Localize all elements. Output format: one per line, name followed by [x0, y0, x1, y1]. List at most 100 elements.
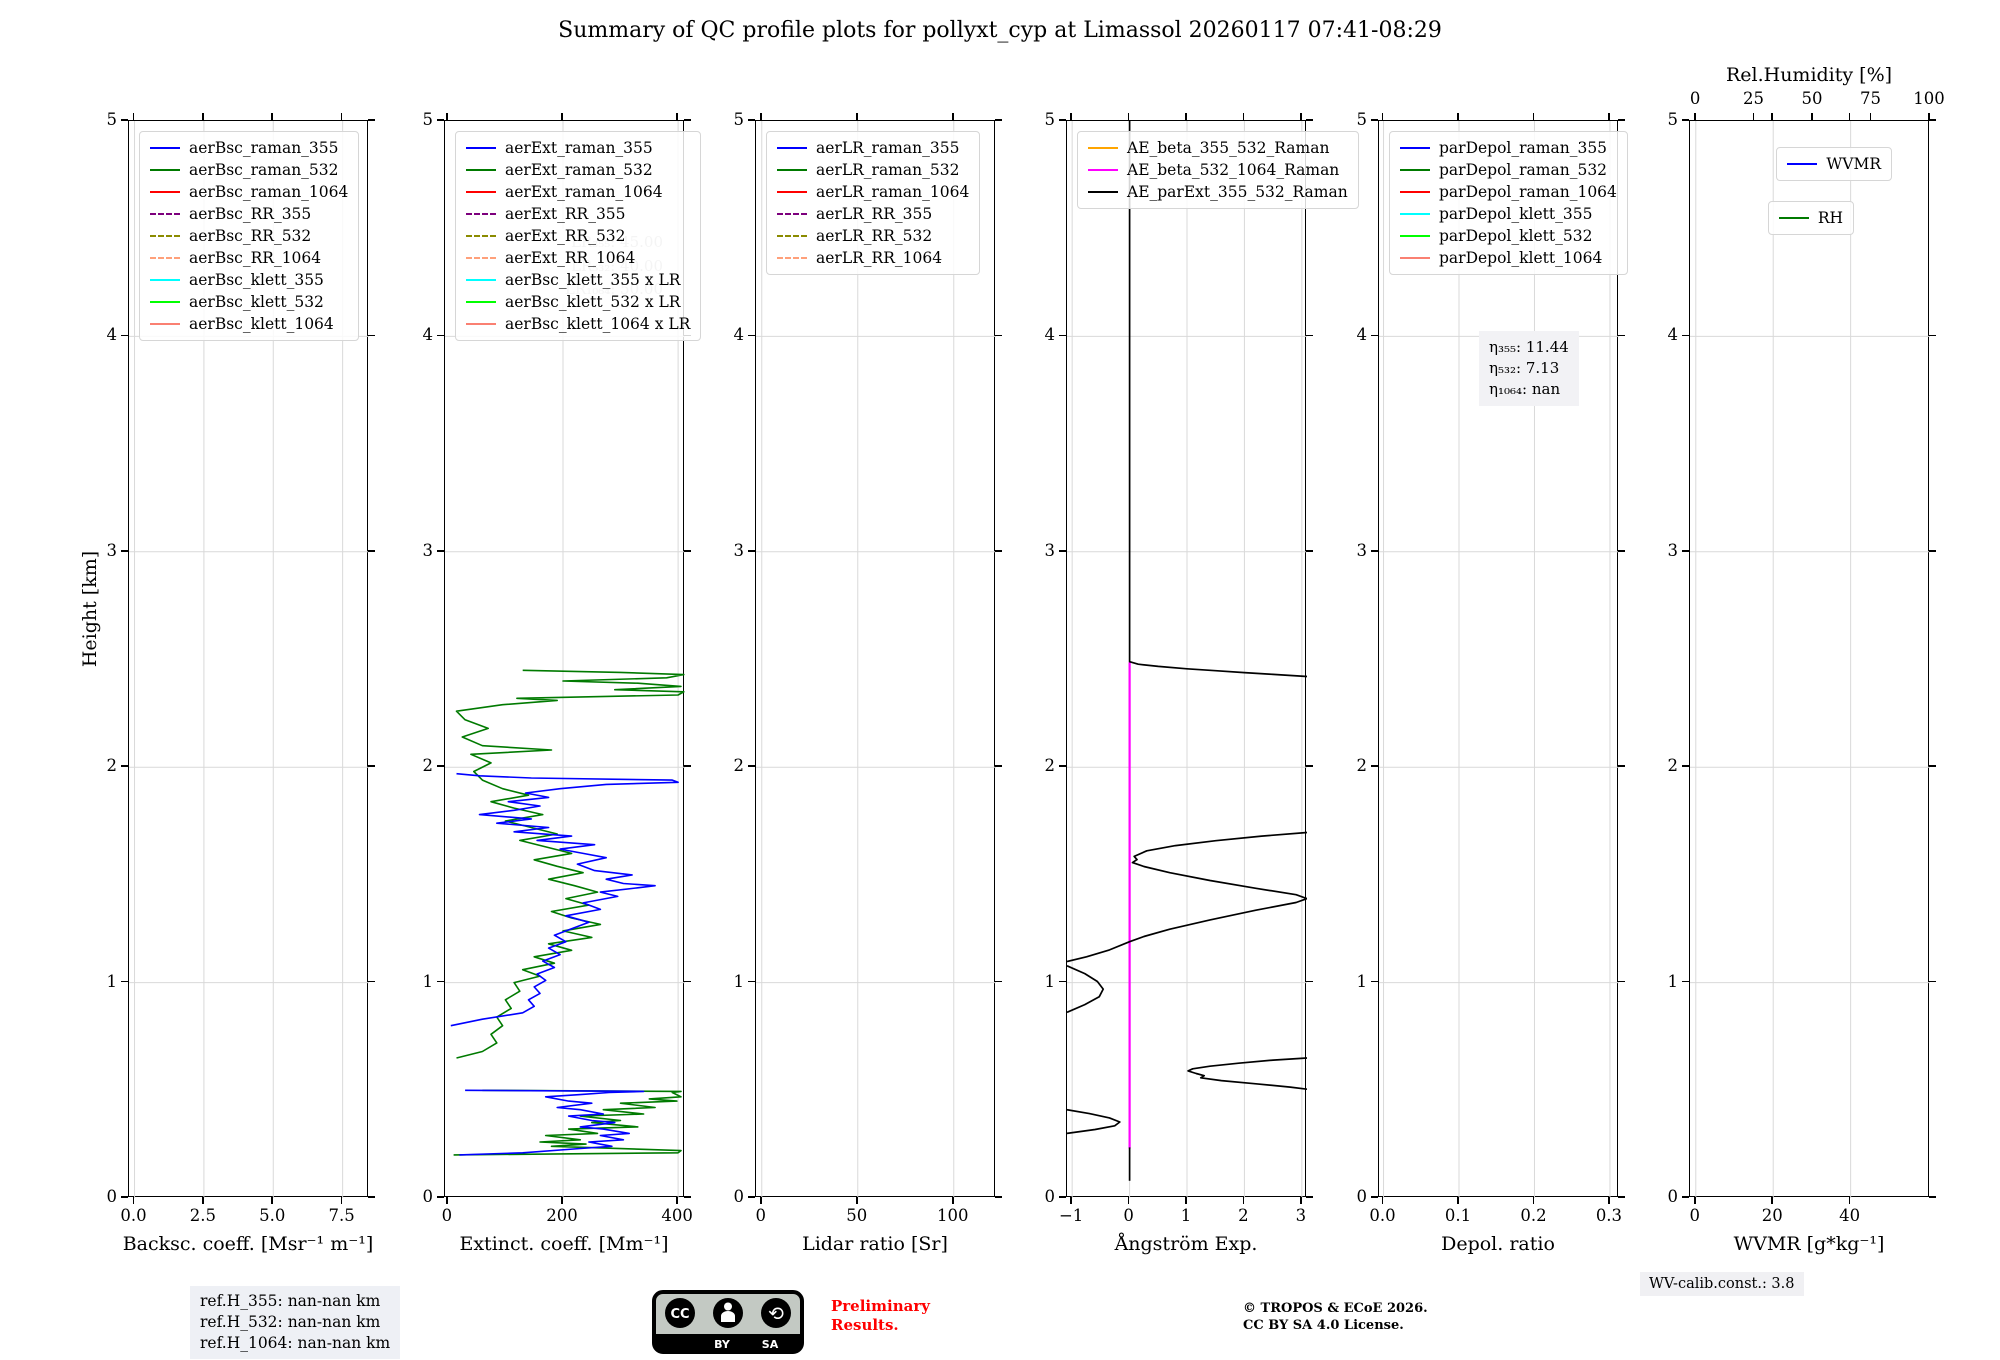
y-tick-label: 2 [1356, 756, 1368, 776]
cc-license-badge: CC ⟲ BY SA [652, 1290, 804, 1358]
legend-line-sample [466, 301, 496, 303]
panel-angstrom: AE_beta_355_532_Raman AE_beta_532_1064_Ra… [1066, 120, 1359, 1198]
legend-label: aerExt_RR_532 [505, 227, 626, 245]
y-tick-right [1306, 1196, 1313, 1198]
legend-label: aerLR_raman_1064 [816, 183, 970, 201]
x-tick [1532, 1197, 1535, 1204]
eta-note-line: η₃₅₅: 11.44 [1489, 338, 1569, 356]
x-tick-label: 400 [661, 1206, 693, 1225]
x-tick [1457, 1197, 1459, 1204]
legend-label: aerBsc_RR_355 [189, 205, 312, 223]
legend-item: parDepol_raman_355 [1400, 139, 1617, 157]
legend-line-sample [466, 147, 496, 149]
x-tick-label: 2.5 [189, 1206, 217, 1225]
y-tick-label: 5 [422, 110, 434, 129]
x-tick-label: 50 [846, 1206, 868, 1225]
x-tick [271, 1197, 274, 1204]
legend-line-sample [1400, 235, 1430, 237]
legend-line-sample [150, 279, 180, 281]
panel-extinction: LR₃₅₅: 45.00LR₅₃₂: 40.00LR₁₀₆₄: 50.00aer… [444, 120, 702, 1198]
x-tick [759, 1197, 762, 1204]
x-tick-label: 0.0 [120, 1206, 147, 1225]
legend-line-sample [466, 213, 496, 215]
rh-tick-label: 50 [1801, 89, 1823, 108]
y-tick [1371, 334, 1378, 337]
series-AE_parExt_355_532_Raman [1187, 1057, 1307, 1091]
y-tick-right [1618, 334, 1625, 337]
legend-label: aerBsc_klett_355 [189, 271, 324, 289]
y-tick-label: 1 [1044, 971, 1056, 991]
legend-line-sample [777, 213, 807, 215]
legend-item: parDepol_klett_1064 [1400, 249, 1617, 267]
svg-text:⟲: ⟲ [768, 1303, 784, 1325]
legend-label: aerExt_raman_532 [505, 161, 653, 179]
legend-item: aerLR_raman_532 [777, 161, 969, 179]
legend-wvmr: WVMR [1776, 147, 1892, 181]
rh-tick [1694, 113, 1696, 120]
series-AE_parExt_355_532_Raman [1067, 831, 1307, 963]
legend-label: aerBsc_raman_532 [189, 161, 339, 179]
legend-line-sample [466, 191, 496, 193]
legend-item: aerExt_RR_1064 [466, 249, 690, 267]
legend-line-sample [777, 169, 807, 171]
x-tick-label: 0.2 [1520, 1206, 1547, 1225]
y-tick-right [368, 334, 375, 337]
x-tick [1848, 1197, 1851, 1204]
y-tick-label: 0 [1044, 1187, 1056, 1206]
legend-line-sample [1400, 169, 1430, 171]
y-tick-label: 4 [422, 325, 434, 345]
x-tick-top [1127, 113, 1130, 120]
x-tick-top [202, 113, 204, 120]
x-tick [1185, 1197, 1187, 1204]
y-tick-label: 5 [1667, 110, 1679, 129]
rh-axis-label: Rel.Humidity [%] [1725, 64, 1893, 86]
legend-item: aerExt_RR_355 [466, 205, 690, 223]
rh-tick [1869, 113, 1872, 120]
y-tick [437, 119, 444, 121]
x-tick-label: 3 [1295, 1206, 1307, 1225]
y-tick [121, 1196, 128, 1198]
x-tick-label: 0.3 [1595, 1206, 1623, 1225]
legend-line-sample [777, 235, 807, 237]
x-tick [1070, 1197, 1072, 1204]
legend-item: aerBsc_RR_1064 [150, 249, 348, 267]
legend-line-sample [1088, 191, 1118, 193]
y-tick [748, 765, 755, 767]
legend-item: aerExt_raman_355 [466, 139, 690, 157]
x-tick-label: 0.0 [1369, 1206, 1396, 1225]
legend-item: parDepol_klett_532 [1400, 227, 1617, 245]
x-tick [1381, 1197, 1384, 1204]
legend-item: aerLR_RR_532 [777, 227, 969, 245]
y-tick-right [1618, 980, 1625, 983]
y-tick-right [1929, 765, 1936, 767]
x-tick-label: 200 [546, 1206, 578, 1225]
wv-calibration-note: WV-calib.const.: 3.8 [1640, 1272, 1804, 1296]
legend-line-sample [150, 301, 180, 303]
y-tick-right [1618, 765, 1625, 767]
y-tick-right [684, 119, 691, 121]
legend-item: aerBsc_klett_1064 [150, 315, 348, 333]
y-tick-right [368, 980, 375, 983]
legend-item: aerBsc_raman_1064 [150, 183, 348, 201]
y-tick-label: 4 [1667, 325, 1679, 345]
y-tick-label: 3 [106, 540, 118, 560]
eta-calibration-note: η₃₅₅: 11.44 η₅₃₂: 7.13 η₁₀₆₄: nan [1479, 331, 1579, 406]
legend-label: aerExt_RR_1064 [505, 249, 636, 267]
legend-label: aerBsc_raman_1064 [189, 183, 349, 201]
y-tick-label: 3 [1356, 540, 1368, 560]
legend-line-sample [1400, 213, 1430, 215]
svg-text:SA: SA [762, 1338, 779, 1351]
y-tick [1371, 980, 1378, 983]
y-tick-label: 3 [422, 540, 434, 560]
y-tick-right [684, 1196, 691, 1198]
y-tick-label: 4 [1356, 325, 1368, 345]
y-tick-right [1929, 550, 1936, 552]
y-tick [1682, 1196, 1689, 1198]
y-tick-right [684, 980, 691, 983]
legend-item: aerBsc_raman_355 [150, 139, 348, 157]
x-tick-top [1381, 113, 1384, 120]
y-tick-label: 3 [1044, 540, 1056, 560]
legend-item: aerBsc_RR_355 [150, 205, 348, 223]
series-AE_parExt_355_532_Raman [1067, 1108, 1121, 1135]
y-tick-right [684, 550, 691, 552]
